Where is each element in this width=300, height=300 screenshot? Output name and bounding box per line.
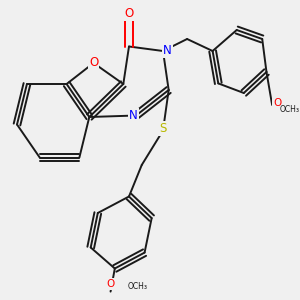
Text: OCH₃: OCH₃ xyxy=(128,282,148,291)
Text: OCH₃: OCH₃ xyxy=(279,105,299,114)
Text: O: O xyxy=(124,7,134,20)
Text: O: O xyxy=(273,98,281,109)
Text: N: N xyxy=(163,44,172,58)
Text: N: N xyxy=(129,109,138,122)
Text: O: O xyxy=(89,56,98,70)
Text: O: O xyxy=(106,279,115,289)
Text: S: S xyxy=(159,122,167,135)
